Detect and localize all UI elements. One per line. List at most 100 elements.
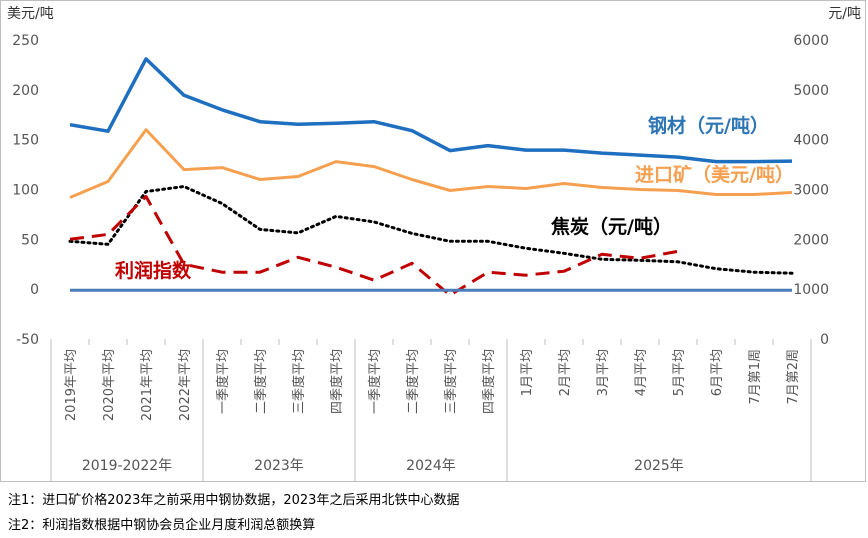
- data-point: [677, 156, 680, 159]
- data-point: [373, 120, 376, 123]
- coke-series-label: 焦炭（元/吨）: [550, 215, 672, 238]
- series-line: [69, 195, 679, 297]
- data-point: [107, 180, 110, 183]
- data-point: [791, 272, 794, 275]
- category-label: 四季度平均: [329, 349, 345, 414]
- data-point: [791, 289, 794, 292]
- data-point: [259, 178, 262, 181]
- series-line: [68, 185, 794, 275]
- data-point: [639, 154, 642, 157]
- profit-series-label: 利润指数: [115, 259, 192, 282]
- category-label: 三季度平均: [291, 349, 307, 414]
- data-point: [715, 160, 718, 163]
- group-label: 2024年: [406, 458, 456, 474]
- data-point: [221, 166, 224, 169]
- data-point: [411, 178, 414, 181]
- data-point: [563, 270, 566, 273]
- data-point: [373, 289, 376, 292]
- left-tick-label: 0: [30, 282, 39, 298]
- data-point: [69, 238, 72, 241]
- category-label: 一季度平均: [367, 349, 383, 414]
- category-label: 7月第1周: [748, 349, 763, 405]
- data-point: [297, 175, 300, 178]
- data-point: [525, 187, 528, 190]
- data-point: [145, 57, 148, 60]
- data-point: [297, 231, 300, 234]
- data-point: [791, 160, 794, 163]
- data-point: [791, 191, 794, 194]
- data-point: [107, 233, 110, 236]
- data-point: [411, 129, 414, 132]
- data-point: [183, 168, 186, 171]
- data-point: [753, 271, 756, 274]
- data-point: [259, 271, 262, 274]
- data-point: [753, 160, 756, 163]
- data-point: [335, 160, 338, 163]
- left-tick-label: 100: [12, 183, 39, 199]
- data-point: [297, 289, 300, 292]
- left-tick-label: 150: [12, 133, 39, 149]
- data-point: [183, 185, 186, 188]
- data-point: [563, 149, 566, 152]
- category-label: 4月平均: [634, 349, 649, 396]
- category-label: 7月第2周: [786, 349, 801, 405]
- data-point: [753, 193, 756, 196]
- data-point: [563, 252, 566, 255]
- chart-frame: 美元/吨 元/吨 -50 0 50 100 150 200 250 0 1000 2000 3000 40…: [0, 0, 866, 482]
- data-point: [449, 189, 452, 192]
- category-label: 2021年平均: [140, 349, 155, 421]
- left-tick-label: 250: [12, 33, 39, 49]
- data-point: [601, 186, 604, 189]
- group-label: 2019-2022年: [82, 458, 172, 474]
- category-label: 三季度平均: [443, 349, 459, 414]
- data-point: [221, 289, 224, 292]
- data-point: [335, 215, 338, 218]
- data-point: [563, 182, 566, 185]
- data-point: [69, 123, 72, 126]
- data-point: [601, 258, 604, 261]
- data-point: [525, 149, 528, 152]
- data-point: [259, 120, 262, 123]
- category-label: 四季度平均: [481, 349, 497, 414]
- data-point: [449, 289, 452, 292]
- data-point: [487, 271, 490, 274]
- data-point: [487, 240, 490, 243]
- data-point: [107, 130, 110, 133]
- category-label: 2019年平均: [64, 349, 79, 421]
- category-label: 一季度平均: [215, 349, 231, 414]
- data-point: [677, 289, 680, 292]
- right-tick-label: 1000: [793, 282, 829, 298]
- right-tick-label: 3000: [793, 183, 829, 199]
- data-point: [677, 189, 680, 192]
- data-point: [601, 152, 604, 155]
- footnote-1: 注1：进口矿价格2023年之前采用中钢协数据，2023年之后采用北铁中心数据: [8, 493, 460, 508]
- left-axis-unit: 美元/吨: [7, 6, 54, 22]
- category-label: 3月平均: [596, 349, 611, 396]
- data-point: [487, 144, 490, 147]
- steel-series-label: 钢材（元/吨）: [648, 114, 769, 137]
- data-point: [145, 128, 148, 131]
- data-point: [411, 232, 414, 235]
- category-label: 二季度平均: [405, 349, 421, 414]
- category-label: 6月平均: [710, 349, 725, 396]
- data-point: [525, 274, 528, 277]
- data-point: [639, 188, 642, 191]
- data-point: [221, 271, 224, 274]
- category-label: 2020年平均: [102, 349, 117, 421]
- left-tick-label: 200: [12, 83, 39, 99]
- data-point: [487, 289, 490, 292]
- data-point: [601, 253, 604, 256]
- data-point: [449, 294, 452, 297]
- data-point: [107, 243, 110, 246]
- right-tick-label: 2000: [793, 232, 829, 248]
- data-point: [259, 289, 262, 292]
- left-tick-label: -50: [16, 332, 39, 348]
- data-point: [715, 267, 718, 270]
- series-line: [69, 128, 793, 199]
- category-label: 1月平均: [520, 349, 535, 396]
- category-label: 2月平均: [558, 349, 573, 396]
- data-point: [487, 185, 490, 188]
- data-point: [677, 260, 680, 263]
- data-point: [373, 165, 376, 168]
- data-point: [563, 289, 566, 292]
